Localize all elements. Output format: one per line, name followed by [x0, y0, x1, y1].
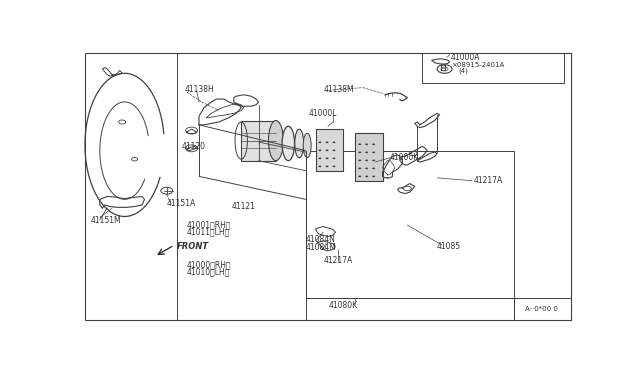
Text: 41085: 41085 [437, 242, 461, 251]
Text: 41138H: 41138H [184, 84, 214, 93]
Bar [306, 151, 514, 298]
Circle shape [358, 144, 361, 145]
Circle shape [358, 167, 361, 169]
Circle shape [365, 167, 368, 169]
Ellipse shape [282, 126, 294, 161]
Circle shape [319, 157, 321, 159]
Text: 41217A: 41217A [474, 176, 502, 185]
Circle shape [326, 166, 328, 167]
Text: 41151M: 41151M [91, 216, 122, 225]
Text: FRONT: FRONT [177, 242, 209, 251]
Circle shape [372, 176, 375, 177]
Circle shape [365, 160, 368, 161]
Circle shape [372, 167, 375, 169]
Bar [355, 134, 383, 181]
Text: 41000L: 41000L [308, 109, 337, 118]
Circle shape [326, 157, 328, 159]
Text: 41138M: 41138M [324, 84, 355, 93]
Text: 41080K: 41080K [328, 301, 358, 310]
Text: (4): (4) [458, 67, 468, 74]
Text: 41001〈RH〉: 41001〈RH〉 [187, 221, 231, 230]
Circle shape [372, 144, 375, 145]
Text: 41010〈LH〉: 41010〈LH〉 [187, 267, 230, 276]
Text: 41000A: 41000A [451, 53, 481, 62]
Text: A··0*00 0: A··0*00 0 [525, 306, 557, 312]
Circle shape [332, 157, 335, 159]
Circle shape [365, 144, 368, 145]
Circle shape [358, 151, 361, 153]
Bar [177, 53, 571, 320]
Bar [316, 129, 343, 171]
Bar [514, 298, 571, 320]
Circle shape [332, 150, 335, 151]
Text: 41084M: 41084M [306, 243, 337, 252]
Circle shape [358, 176, 361, 177]
Bar [306, 298, 514, 320]
Text: 41217A: 41217A [324, 256, 353, 264]
Ellipse shape [295, 129, 304, 158]
Circle shape [365, 151, 368, 153]
Text: ×08915-2401A: ×08915-2401A [451, 62, 504, 68]
Text: 41000K: 41000K [390, 153, 419, 162]
Circle shape [332, 141, 335, 143]
Circle shape [326, 150, 328, 151]
Circle shape [358, 160, 361, 161]
Text: 41084N: 41084N [306, 235, 335, 244]
Circle shape [319, 141, 321, 143]
Ellipse shape [303, 133, 311, 158]
Circle shape [372, 160, 375, 161]
Circle shape [326, 141, 328, 143]
Circle shape [332, 166, 335, 167]
Text: 41121: 41121 [231, 202, 255, 211]
Text: 41120: 41120 [182, 142, 205, 151]
Ellipse shape [269, 121, 284, 161]
Bar [241, 121, 276, 161]
Bar [422, 53, 564, 83]
Text: 41011〈LH〉: 41011〈LH〉 [187, 227, 230, 236]
Circle shape [319, 166, 321, 167]
Text: 41000〈RH〉: 41000〈RH〉 [187, 261, 231, 270]
Circle shape [319, 150, 321, 151]
Circle shape [365, 176, 368, 177]
Text: 41151A: 41151A [167, 199, 196, 208]
Circle shape [372, 151, 375, 153]
